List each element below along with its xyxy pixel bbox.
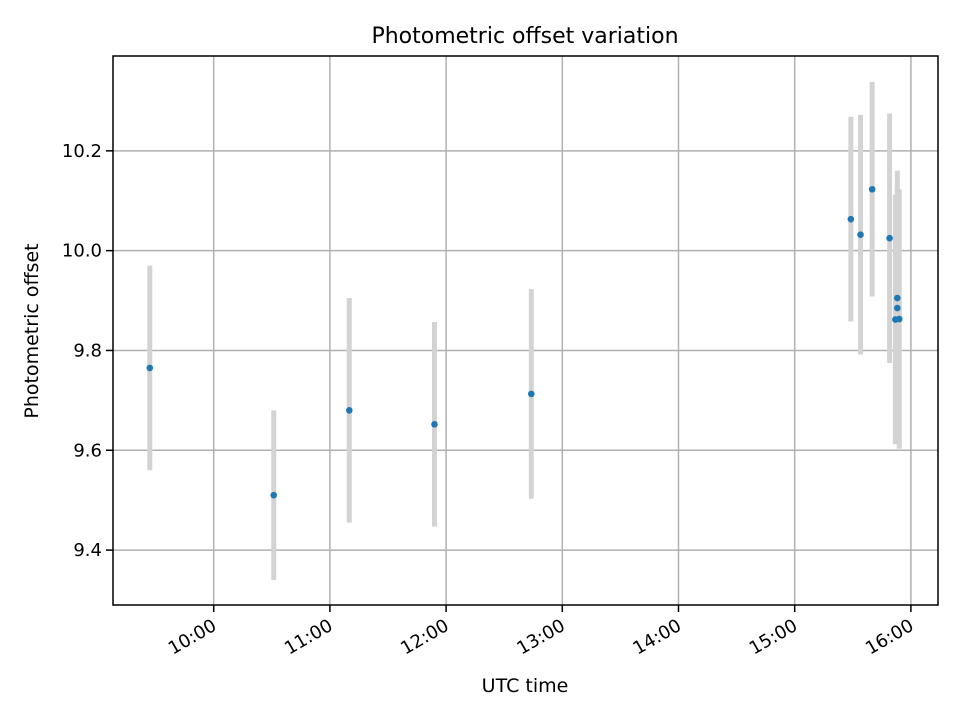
- data-points: [146, 185, 903, 499]
- data-point: [894, 304, 901, 312]
- grid: [113, 56, 938, 605]
- y-tick-label: 9.6: [73, 440, 102, 461]
- chart-title: Photometric offset variation: [371, 24, 678, 49]
- data-point: [868, 185, 876, 193]
- data-point: [857, 231, 864, 238]
- x-tick-label: 15:00: [746, 615, 801, 659]
- data-point: [886, 234, 893, 242]
- data-point: [528, 390, 535, 398]
- x-tick-label: 16:00: [862, 615, 917, 659]
- y-axis-label: Photometric offset: [21, 243, 43, 418]
- data-point: [270, 491, 278, 499]
- data-point: [431, 421, 438, 428]
- plot-frame: [112, 55, 939, 606]
- x-tick-label: 11:00: [281, 615, 336, 659]
- y-tick-label: 9.8: [73, 340, 102, 361]
- x-tick-label: 12:00: [397, 615, 452, 659]
- x-tick-label: 14:00: [630, 615, 685, 659]
- data-point: [894, 294, 901, 302]
- data-point: [345, 407, 353, 414]
- y-tick-label: 10.2: [62, 141, 102, 162]
- data-point: [146, 364, 154, 372]
- y-tick-label: 10.0: [62, 241, 102, 262]
- y-tick-label: 9.4: [73, 540, 102, 561]
- data-point: [895, 315, 903, 323]
- data-point: [847, 215, 855, 223]
- error-bars: [147, 81, 902, 581]
- axis-ticks: 10:00 11:00 12:00 13:00 14:00 15:00 16:00 9.4 9.…: [62, 141, 917, 659]
- x-tick-label: 13:00: [513, 615, 568, 659]
- x-tick-label: 10:00: [165, 615, 220, 659]
- x-axis-label: UTC time: [482, 675, 569, 697]
